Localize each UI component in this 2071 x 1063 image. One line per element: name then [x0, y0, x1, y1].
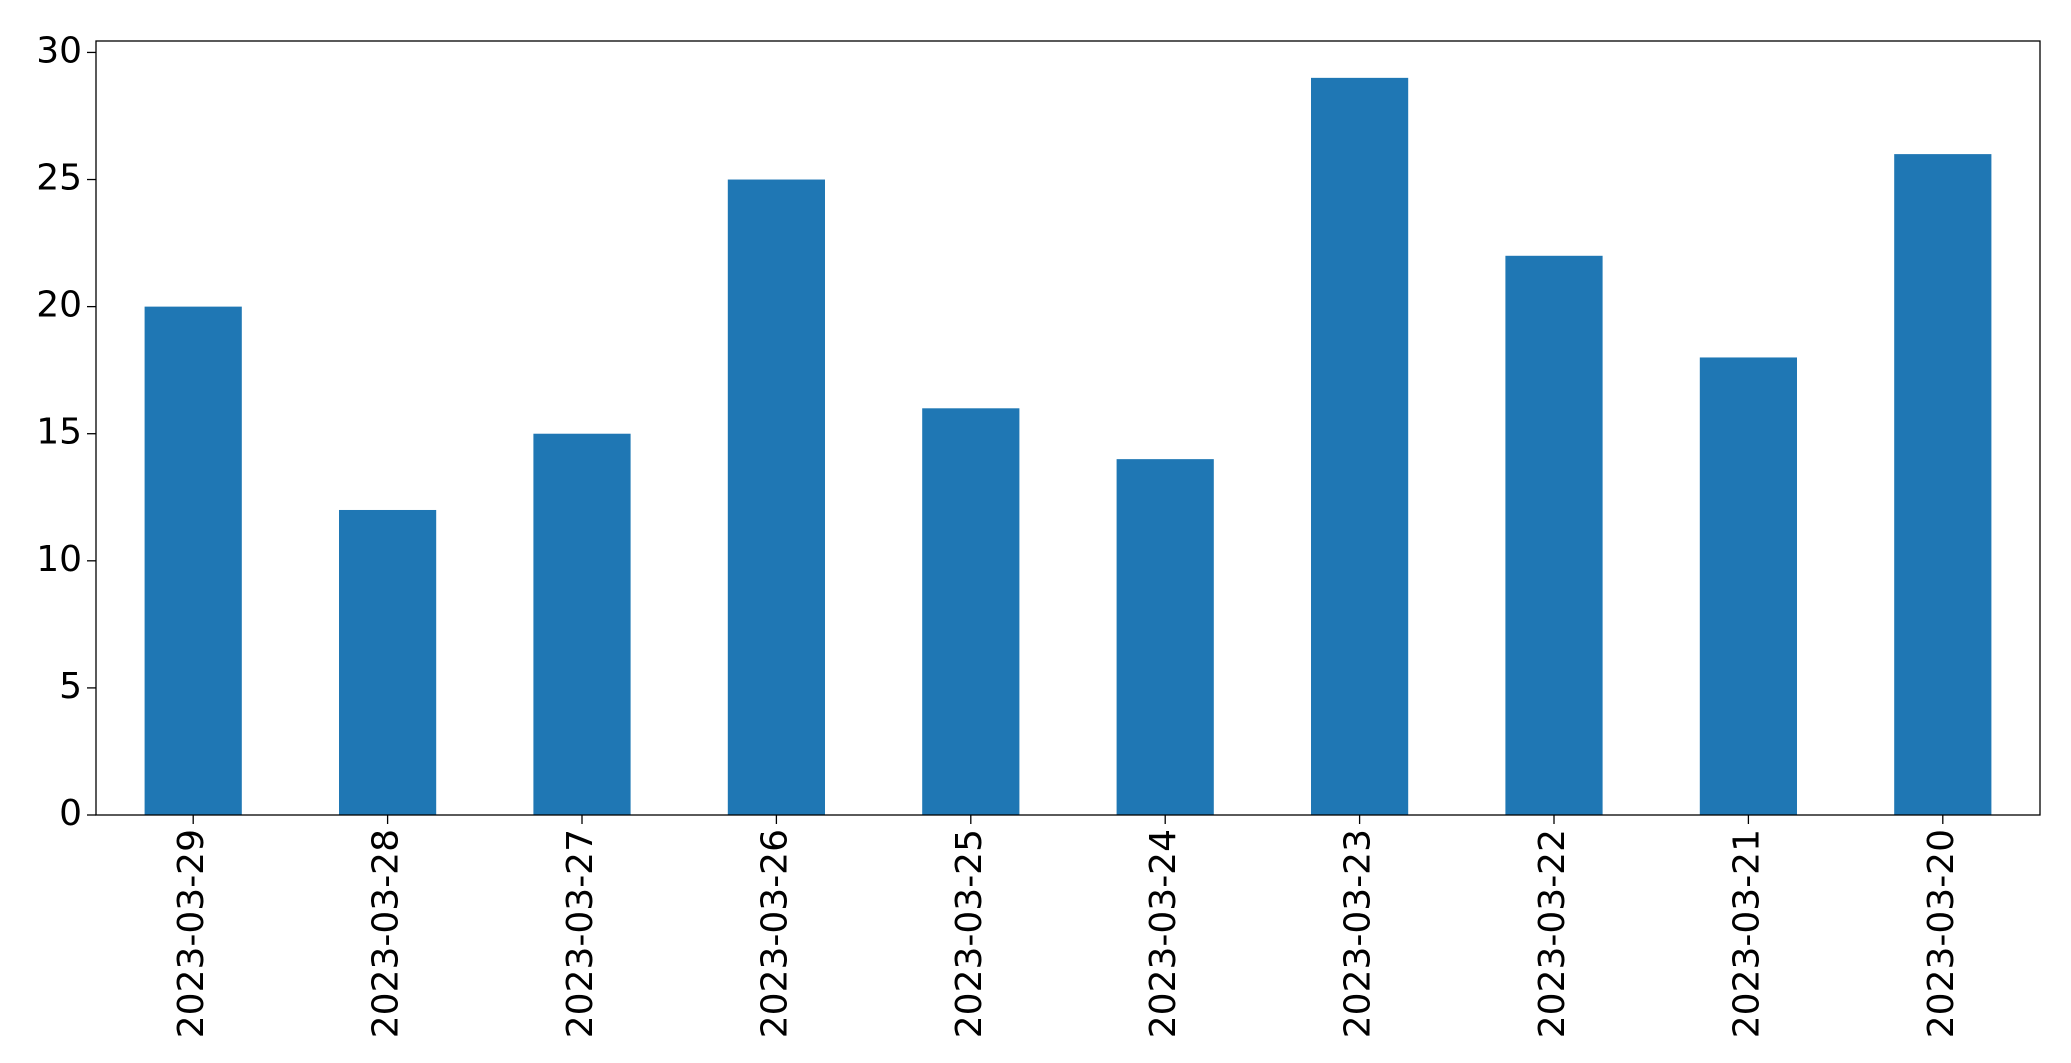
x-tick-label: 2023-03-22 [1532, 829, 1573, 1038]
bar [922, 408, 1020, 815]
x-tick-label: 2023-03-20 [1921, 829, 1962, 1038]
x-tick-label: 2023-03-28 [366, 829, 407, 1038]
bar [727, 179, 825, 816]
bar [1116, 459, 1214, 815]
x-tick-label: 2023-03-25 [949, 829, 990, 1038]
x-tick-label: 2023-03-23 [1338, 829, 1379, 1038]
y-tick-label: 20 [36, 285, 82, 326]
bar [144, 306, 242, 815]
y-tick-label: 10 [36, 539, 82, 580]
bar [1505, 255, 1603, 815]
bar [1894, 154, 1992, 816]
x-tick-label: 2023-03-29 [171, 829, 212, 1038]
bar [1699, 357, 1797, 815]
y-tick-label: 25 [36, 158, 82, 199]
y-tick-label: 15 [36, 412, 82, 453]
x-tick-label: 2023-03-24 [1143, 829, 1184, 1038]
bar [339, 509, 437, 815]
y-tick-label: 0 [59, 793, 82, 834]
bar [1311, 77, 1409, 816]
plot-frame [95, 40, 2041, 816]
y-tick-label: 5 [59, 666, 82, 707]
x-tick-label: 2023-03-27 [560, 829, 601, 1038]
x-tick-label: 2023-03-26 [754, 829, 795, 1038]
y-tick-label: 30 [36, 30, 82, 71]
bar [533, 433, 631, 815]
x-tick-label: 2023-03-21 [1726, 829, 1767, 1038]
